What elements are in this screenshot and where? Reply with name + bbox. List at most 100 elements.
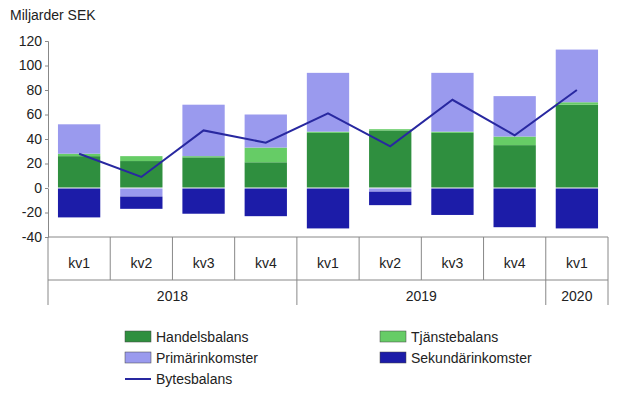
x-axis-separator (296, 237, 297, 305)
bar (120, 197, 162, 209)
bar (58, 188, 100, 217)
x-tick: kv4 (504, 255, 526, 271)
y-tick: 20 (26, 155, 48, 171)
bar (431, 188, 473, 215)
x-tick-label: kv3 (442, 255, 464, 271)
y-tick-mark (45, 66, 48, 67)
x-axis-separator (421, 237, 422, 280)
bar (182, 156, 224, 157)
legend-swatch (125, 331, 151, 342)
x-axis-separator (48, 237, 49, 305)
bar (494, 145, 536, 188)
x-tick: kv3 (193, 255, 215, 271)
y-tick-label: 100 (19, 57, 43, 73)
bar (307, 132, 349, 133)
y-tick: -40 (22, 229, 48, 245)
bar (245, 188, 287, 216)
x-axis-separator (608, 237, 609, 305)
x-tick-label: kv1 (68, 255, 90, 271)
legend-item: Bytesbalans (125, 371, 232, 387)
x-axis-separator (172, 237, 173, 280)
legend-item: Handelsbalans (125, 329, 249, 345)
legend-label: Primärinkomster (156, 350, 258, 366)
x-tick-label: kv4 (255, 255, 277, 271)
x-tick-label: kv2 (130, 255, 152, 271)
y-tick-label: 0 (34, 180, 42, 196)
y-tick-mark (45, 139, 48, 140)
y-tick: -20 (22, 204, 48, 220)
y-tick: 40 (26, 131, 48, 147)
x-tick: kv1 (566, 255, 588, 271)
x-tick-label: kv2 (379, 255, 401, 271)
bar (556, 50, 598, 103)
y-tick-mark (45, 188, 48, 189)
x-axis-separator (234, 237, 235, 280)
y-tick-label: -40 (22, 229, 42, 245)
y-tick: 80 (26, 82, 48, 98)
x-axis: kv1 kv2 kv3 kv4 kv1 kv2 kv3 kv4 kv1 2018 2019 2020 (48, 237, 608, 305)
bar (245, 162, 287, 188)
x-group-label: 2019 (406, 288, 437, 304)
bar (431, 73, 473, 132)
plot-area (58, 50, 598, 229)
x-group-label: 2020 (561, 288, 592, 304)
x-tick-label: kv3 (193, 255, 215, 271)
y-tick: 100 (19, 57, 48, 73)
bar-series (58, 188, 598, 228)
bar (431, 133, 473, 188)
y-label: Miljarder SEK (10, 7, 96, 23)
bar (245, 148, 287, 163)
legend-item: Primärinkomster (125, 350, 258, 366)
y-tick-label: 80 (26, 82, 42, 98)
x-tick-label: kv1 (566, 255, 588, 271)
bar (58, 124, 100, 153)
legend-label: Handelsbalans (156, 329, 249, 345)
legend-item: Tjänstebalans (380, 329, 498, 345)
x-tick: kv3 (442, 255, 464, 271)
x-tick: kv4 (255, 255, 277, 271)
y-axis: -40 -20 0 20 40 60 80 100 120 (19, 33, 49, 245)
zero-line (48, 188, 608, 189)
legend-item: Sekundärinkomster (380, 350, 532, 366)
x-tick-label: kv4 (504, 255, 526, 271)
legend-swatch (125, 352, 151, 363)
bar (494, 96, 536, 136)
legend-swatch (380, 352, 406, 363)
x-tick-label: kv1 (317, 255, 339, 271)
y-tick-label: -20 (22, 204, 42, 220)
x-tick: kv2 (379, 255, 401, 271)
bar (556, 188, 598, 228)
y-tick: 60 (26, 106, 48, 122)
legend-swatch (125, 378, 151, 380)
x-axis-line (48, 237, 608, 238)
x-axis-separator (483, 237, 484, 280)
bar (58, 156, 100, 188)
bar (307, 188, 349, 228)
x-axis-separator (359, 237, 360, 280)
y-tick-label: 60 (26, 106, 42, 122)
y-tick: 120 (19, 33, 48, 49)
bar (307, 133, 349, 188)
x-axis-separator (545, 237, 546, 305)
legend-label: Bytesbalans (156, 371, 232, 387)
y-tick-label: 40 (26, 131, 42, 147)
x-axis-separator (48, 280, 608, 281)
x-tick: kv1 (317, 255, 339, 271)
bar (369, 129, 411, 130)
x-group-label: 2018 (157, 288, 188, 304)
bar (369, 188, 411, 192)
legend-swatch (380, 331, 406, 342)
line (79, 90, 577, 177)
y-tick-mark (45, 213, 48, 214)
bar-series (58, 50, 598, 197)
bar (556, 105, 598, 188)
x-axis-separator (110, 237, 111, 280)
x-tick: kv2 (130, 255, 152, 271)
bar (307, 73, 349, 132)
y-axis-line (45, 42, 49, 238)
bar (556, 102, 598, 104)
bar (182, 188, 224, 214)
bar (369, 192, 411, 205)
bar (431, 132, 473, 133)
bar (120, 156, 162, 161)
